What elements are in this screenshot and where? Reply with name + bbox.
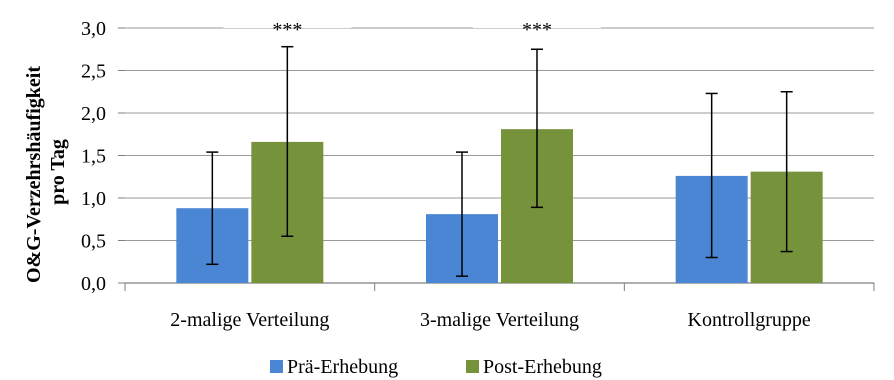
- significance-annotations: *** ***: [223, 0, 601, 41]
- bars: [176, 129, 823, 283]
- significance-label: ***: [522, 19, 552, 41]
- legend-swatch-pre: [270, 360, 283, 373]
- y-tick-label: 2,5: [81, 61, 106, 83]
- y-tick-label: 1,5: [81, 146, 106, 168]
- y-tick-label: 3,0: [81, 18, 106, 40]
- x-category-label: Kontrollgruppe: [688, 309, 811, 331]
- y-tick-label: 1,0: [81, 188, 106, 210]
- legend-label-post: Post-Erhebung: [483, 356, 602, 378]
- annotation-background: [223, 0, 352, 28]
- error-bars: [206, 45, 793, 277]
- legend-label-pre: Prä-Erhebung: [287, 356, 398, 378]
- y-tick-label: 0,0: [81, 273, 106, 295]
- y-tick-label: 0,5: [81, 231, 106, 253]
- y-axis-label-line1: O&G-Verzehrshäufigkeit: [23, 66, 45, 283]
- annotation-background: [473, 0, 601, 28]
- y-tick-label: 2,0: [81, 103, 106, 125]
- legend: Prä-Erhebung Post-Erhebung: [270, 356, 602, 378]
- significance-label: ***: [272, 19, 302, 41]
- category-labels: 2-malige Verteilung 3-malige Verteilung Ko…: [170, 309, 811, 331]
- y-axis-label-line2: pro Tag: [47, 139, 69, 205]
- y-axis-label: O&G-Verzehrshäufigkeit pro Tag: [23, 61, 69, 283]
- x-category-label: 3-malige Verteilung: [420, 309, 579, 331]
- x-category-label: 2-malige Verteilung: [170, 309, 329, 331]
- y-axis-ticks: 0,0 0,5 1,0 1,5 2,0 2,5 3,0: [81, 18, 125, 295]
- legend-swatch-post: [466, 360, 479, 373]
